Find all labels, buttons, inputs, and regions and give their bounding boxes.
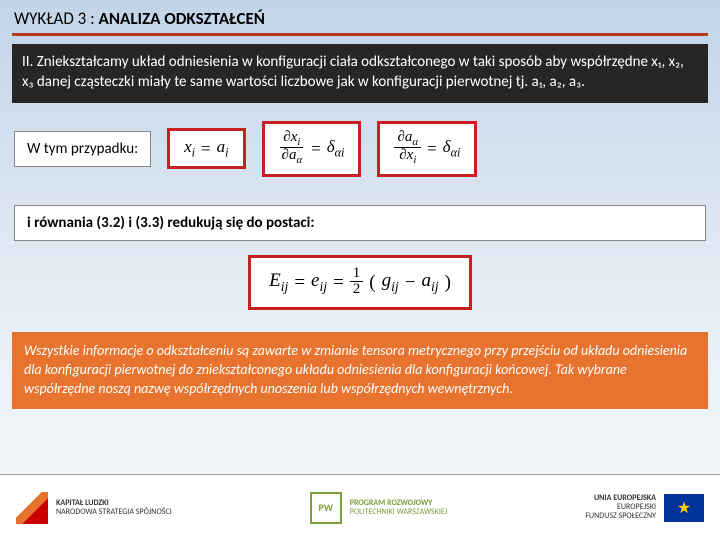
main-eq-E: Eij (269, 270, 288, 295)
row2: i równania (3.2) i (3.3) redukują się do… (14, 205, 706, 241)
footer-left-text: KAPITAŁ LUDZKINARODOWA STRATEGIA SPÓJNOŚ… (56, 499, 172, 517)
case-label: W tym przypadku: (27, 140, 138, 158)
intro-dark-box: II. Zniekształcamy układ odniesienia w k… (12, 44, 708, 103)
pw-icon: PW (310, 492, 342, 524)
center-equation-wrap: Eij = eij = 1 2 ( gij − aij ) (0, 255, 720, 310)
reduce-label: i równania (3.2) i (3.3) redukują się do… (27, 214, 315, 232)
eq3-frac: ∂aα ∂xi (394, 130, 421, 169)
header-title: ANALIZA ODKSZTAŁCEŃ (99, 8, 265, 29)
footer-right-text: UNIA EUROPEJSKAEUROPEJSKIFUNDUSZ SPOŁECZ… (585, 494, 656, 520)
footer-bar: KAPITAŁ LUDZKINARODOWA STRATEGIA SPÓJNOŚ… (0, 474, 720, 540)
eq3-rhs: δαi (443, 137, 461, 160)
eq2-rhs: δαi (327, 137, 345, 160)
eq2-box: ∂xi ∂aα = δαi (262, 121, 362, 178)
reduce-label-box: i równania (3.2) i (3.3) redukują się do… (14, 205, 706, 241)
equation-row-1: W tym przypadku: xi = ai ∂xi ∂aα = δαi ∂… (14, 121, 706, 178)
header-underline (12, 33, 708, 36)
main-eq-g: gij (382, 270, 399, 295)
eq-equals: = (294, 272, 305, 294)
eq-equals: = (427, 139, 437, 159)
main-eq-a: aij (421, 270, 438, 295)
eq1-lhs: xi (184, 137, 195, 160)
eq1-box: xi = ai (167, 128, 245, 169)
kapital-icon (16, 492, 48, 524)
eu-flag-icon: ★ (664, 494, 704, 522)
eq-equals: = (333, 272, 344, 294)
minus: − (405, 272, 416, 294)
eq1-rhs: ai (217, 137, 229, 160)
summary-orange-box: Wszystkie informacje o odkształceniu są … (12, 332, 708, 409)
half-frac: 1 2 (350, 266, 364, 299)
open-paren: ( (369, 272, 375, 294)
eq-equals: = (311, 139, 321, 159)
footer-left-logo: KAPITAŁ LUDZKINARODOWA STRATEGIA SPÓJNOŚ… (16, 492, 172, 524)
eq-equals: = (201, 139, 211, 159)
footer-right-logo: UNIA EUROPEJSKAEUROPEJSKIFUNDUSZ SPOŁECZ… (585, 494, 704, 522)
page-header: WYKŁAD 3 : ANALIZA ODKSZTAŁCEŃ (0, 0, 720, 33)
close-paren: ) (445, 272, 451, 294)
footer-mid-logo: PW PROGRAM ROZWOJOWYPOLITECHNIKI WARSZAW… (310, 492, 448, 524)
case-label-box: W tym przypadku: (14, 131, 151, 167)
eq3-box: ∂aα ∂xi = δαi (377, 121, 477, 178)
main-equation-box: Eij = eij = 1 2 ( gij − aij ) (248, 255, 472, 310)
footer-mid-text: PROGRAM ROZWOJOWYPOLITECHNIKI WARSZAWSKI… (350, 499, 448, 517)
eq2-frac: ∂xi ∂aα (279, 130, 306, 169)
header-prefix: WYKŁAD 3 : (14, 8, 99, 29)
summary-text: Wszystkie informacje o odkształceniu są … (24, 342, 687, 397)
intro-text: II. Zniekształcamy układ odniesienia w k… (22, 53, 684, 91)
main-eq-e: eij (311, 270, 327, 295)
